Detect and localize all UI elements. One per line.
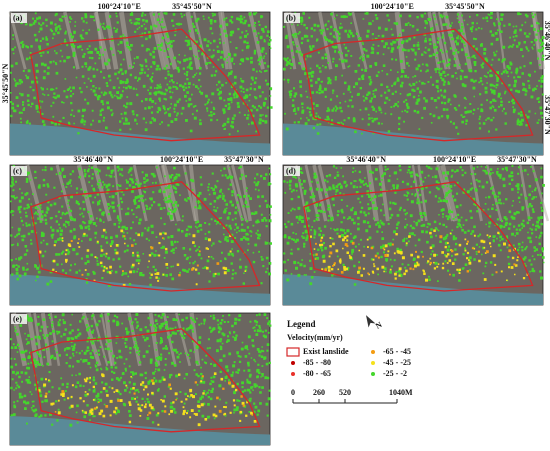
map-panel — [9, 312, 272, 446]
legend-label: -25 - -2 — [383, 369, 407, 378]
sea — [283, 123, 543, 155]
velocity-points — [38, 228, 247, 287]
legend-subtitle: Velocity(mm/yr) — [287, 333, 343, 342]
ridge — [189, 312, 201, 367]
ridge — [160, 164, 175, 222]
ridge — [442, 11, 462, 70]
velocity-points — [309, 229, 529, 282]
ridge — [149, 11, 166, 70]
legend-swatch — [291, 372, 295, 376]
panel-label: (b) — [286, 13, 296, 22]
ridge — [330, 11, 346, 70]
ridge — [317, 164, 335, 222]
scale-label: 1040 — [389, 388, 405, 397]
legend-swatch — [371, 361, 375, 365]
ridge — [518, 164, 531, 222]
velocity-points — [10, 165, 272, 287]
legend-label: Exist lanslide — [303, 347, 349, 356]
coordinate-label: 35°47'30"N — [543, 95, 550, 135]
ridge — [530, 164, 550, 222]
north-arrow — [366, 315, 376, 328]
panel-label-box — [284, 13, 300, 23]
legend-label: -45 - -25 — [383, 358, 411, 367]
map-panel — [9, 164, 272, 306]
scale-label: 260 — [313, 388, 325, 397]
coordinate-label: 100°24'10"E — [371, 2, 414, 11]
panel-label: (d) — [286, 166, 296, 175]
ridge — [113, 164, 122, 222]
velocity-points — [10, 12, 273, 136]
ridge — [226, 164, 244, 222]
ridge — [175, 312, 192, 367]
ridge — [394, 11, 406, 70]
legend-swatch — [371, 350, 375, 354]
panel-label-box — [284, 166, 300, 176]
landslide-boundary — [303, 181, 534, 292]
ridge — [40, 312, 52, 367]
ridge — [231, 164, 248, 222]
legend-label: -80 - -65 — [303, 369, 331, 378]
ridge — [161, 164, 182, 222]
map-panel — [8, 11, 273, 156]
coordinate-label: 35°45'50"N — [172, 2, 212, 11]
coordinate-label: 35°47'30"N — [224, 155, 264, 164]
ridge — [152, 11, 171, 70]
ridge — [378, 164, 390, 222]
coordinate-label: 35°46'40"N — [543, 21, 550, 61]
sea — [10, 415, 270, 445]
map-panel — [282, 164, 550, 306]
north-label: N — [374, 320, 384, 331]
panel-label-box — [11, 314, 27, 324]
coordinate-label: 35°46'40"N — [346, 155, 386, 164]
scale-label: 520 — [339, 388, 351, 397]
ridge — [469, 164, 483, 222]
legend-label: -65 - -45 — [383, 347, 411, 356]
sea — [10, 274, 270, 305]
landslide-boundary — [30, 28, 261, 142]
legend-title: Legend — [287, 319, 316, 329]
ridge — [411, 164, 424, 222]
scale-unit: M — [405, 388, 413, 397]
ridge — [432, 11, 448, 70]
ridge — [119, 11, 133, 70]
map-panel — [282, 11, 546, 156]
velocity-points — [38, 372, 257, 427]
ridge — [417, 164, 428, 222]
ridge — [457, 11, 473, 70]
panel-label: (a) — [13, 13, 23, 22]
landslide-boundary — [303, 28, 534, 142]
legend-swatch — [371, 372, 375, 376]
legend-label: -85 - -80 — [303, 358, 331, 367]
ridge — [438, 11, 451, 70]
panel-label-box — [11, 13, 27, 23]
coordinate-label: 100°24'10"E — [160, 155, 203, 164]
velocity-points — [283, 12, 545, 135]
velocity-points — [10, 313, 272, 427]
sea — [10, 123, 270, 155]
ridge — [427, 11, 441, 70]
coordinate-label: 35°47'30"N — [497, 155, 537, 164]
ridge — [220, 11, 233, 70]
ridge — [188, 164, 199, 222]
legend-swatch — [291, 361, 295, 365]
coordinate-label: 100°24'10"E — [433, 155, 476, 164]
scale-label: 0 — [291, 388, 295, 397]
coordinate-label: 35°45'50"N — [1, 63, 10, 103]
sea — [283, 274, 543, 305]
coordinate-label: 35°46'40"N — [73, 155, 113, 164]
panel-label: (e) — [13, 314, 22, 323]
ridge — [218, 11, 229, 70]
panel-label-box — [11, 166, 27, 176]
ridge — [62, 11, 80, 70]
landslide-boundary — [30, 328, 261, 433]
ridge — [104, 312, 115, 367]
coordinate-label: 35°45'50"N — [445, 2, 485, 11]
panel-label: (c) — [13, 166, 22, 175]
coordinate-label: 100°24'10"E — [98, 2, 141, 11]
landslide-boundary — [30, 181, 261, 292]
legend-swatch — [286, 347, 300, 357]
